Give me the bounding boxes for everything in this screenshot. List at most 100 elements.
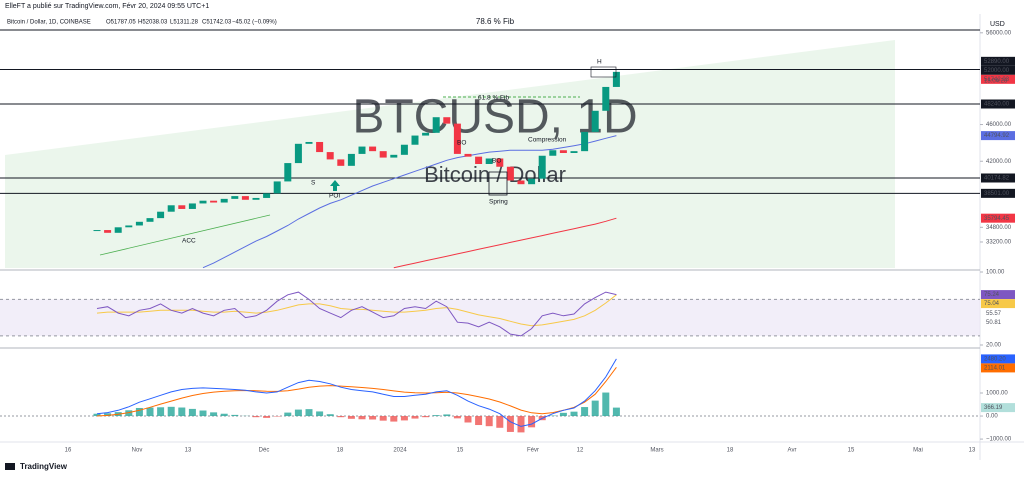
- rsi-band: [0, 299, 980, 336]
- candle: [252, 197, 260, 200]
- price-badge-label: 51742.03: [984, 77, 1010, 83]
- candle: [188, 203, 196, 209]
- price-badge-label: 75.24: [984, 292, 1000, 298]
- price-badge: [981, 213, 1015, 223]
- price-badge-label: 52000.00: [984, 68, 1010, 74]
- candle: [210, 200, 218, 203]
- histogram-bar: [570, 411, 578, 417]
- y-tick-label: 1000.00: [986, 391, 1008, 397]
- histogram-bar: [369, 416, 377, 420]
- x-tick-label: 16: [65, 448, 72, 454]
- histogram-bar: [305, 409, 313, 417]
- histogram-bar: [316, 411, 324, 417]
- candle: [453, 123, 461, 154]
- histogram-bar: [157, 407, 165, 417]
- histogram-bar: [252, 416, 260, 418]
- histogram-bar: [379, 416, 387, 421]
- ohlc-value: L51311.28: [170, 20, 199, 26]
- price-badge: [981, 363, 1015, 373]
- x-tick-label: Mars: [650, 448, 663, 454]
- annotation: Compression: [528, 137, 567, 144]
- x-tick-label: Nov: [132, 448, 143, 454]
- histogram-bar: [432, 415, 440, 417]
- candle: [570, 151, 578, 153]
- x-tick-label: 12: [577, 448, 584, 454]
- annotation: POI: [329, 193, 340, 200]
- publisher: ElleFT a publié sur TradingView.com, Fév…: [5, 3, 209, 10]
- histogram-bar: [104, 413, 112, 417]
- histogram-bar: [485, 416, 493, 427]
- candle: [369, 146, 377, 152]
- currency: USD: [990, 21, 1005, 28]
- annotation: BO: [492, 158, 501, 165]
- candle: [220, 198, 228, 203]
- price-badge: [981, 65, 1015, 75]
- histogram-bar: [220, 413, 228, 417]
- annotation: 78.6 % Fib: [476, 17, 515, 26]
- candle: [485, 158, 493, 164]
- histogram-bar: [326, 414, 334, 417]
- y-tick-label: 0.00: [986, 414, 998, 420]
- candle: [559, 150, 567, 153]
- price-badge: [981, 74, 1015, 84]
- candle: [167, 205, 175, 212]
- histogram-bar: [337, 416, 345, 418]
- price-badge: [981, 131, 1015, 141]
- price-badge-label: 2480.20: [984, 356, 1006, 362]
- price-badge-label: 35794.45: [984, 216, 1010, 222]
- histogram-bar: [506, 416, 514, 432]
- candle: [316, 141, 324, 153]
- ma_slow-line: [393, 217, 617, 269]
- price-badge: [981, 173, 1015, 183]
- signal-line: [96, 367, 617, 417]
- histogram-bar: [199, 410, 207, 417]
- price-badge: [981, 56, 1015, 66]
- candle: [581, 131, 589, 152]
- channel: [5, 40, 895, 268]
- macd-line: [96, 358, 617, 427]
- rsi-label: 50.81: [986, 320, 1002, 326]
- histogram-bar: [475, 416, 483, 426]
- candle: [591, 110, 599, 132]
- candle: [326, 152, 334, 160]
- histogram-bar: [411, 416, 419, 419]
- candle: [294, 143, 302, 164]
- histogram-bar: [422, 416, 430, 418]
- candle: [496, 158, 504, 167]
- histogram-bar: [612, 407, 620, 417]
- histogram-bar: [347, 416, 355, 419]
- histogram-bar: [358, 416, 366, 420]
- histogram-bar: [390, 416, 398, 422]
- histogram-bar: [453, 416, 461, 419]
- candle: [231, 196, 239, 199]
- candle: [146, 218, 154, 222]
- candle: [347, 153, 355, 166]
- price-badge-label: 52890.00: [984, 59, 1010, 65]
- poi-arrow: [330, 180, 340, 191]
- y-tick-label: 42000.00: [986, 159, 1012, 165]
- y-tick-label: 34800.00: [986, 225, 1012, 231]
- y-tick-label: 33200.00: [986, 240, 1012, 246]
- y-tick-label: 46000.00: [986, 122, 1012, 128]
- x-tick-label: 18: [337, 448, 344, 454]
- candle: [135, 221, 143, 226]
- x-tick-label: Févr: [527, 448, 539, 454]
- ohlc-value: −45.02 (−0.09%): [232, 20, 277, 26]
- ohlc-value: H52038.03: [138, 20, 168, 26]
- histogram-bar: [93, 413, 101, 417]
- x-tick-label: 2024: [393, 448, 407, 454]
- histogram-bar: [517, 416, 525, 433]
- histogram-bar: [146, 407, 154, 417]
- candle: [337, 159, 345, 166]
- price-badge-label: 366.19: [984, 405, 1003, 411]
- candle: [263, 193, 271, 198]
- histogram-bar: [167, 406, 175, 417]
- histogram-bar: [443, 414, 451, 417]
- candle: [400, 144, 408, 155]
- candle: [178, 205, 186, 209]
- x-tick-label: 18: [727, 448, 734, 454]
- candle: [411, 135, 419, 145]
- y-tick-label: −1000.00: [986, 437, 1012, 443]
